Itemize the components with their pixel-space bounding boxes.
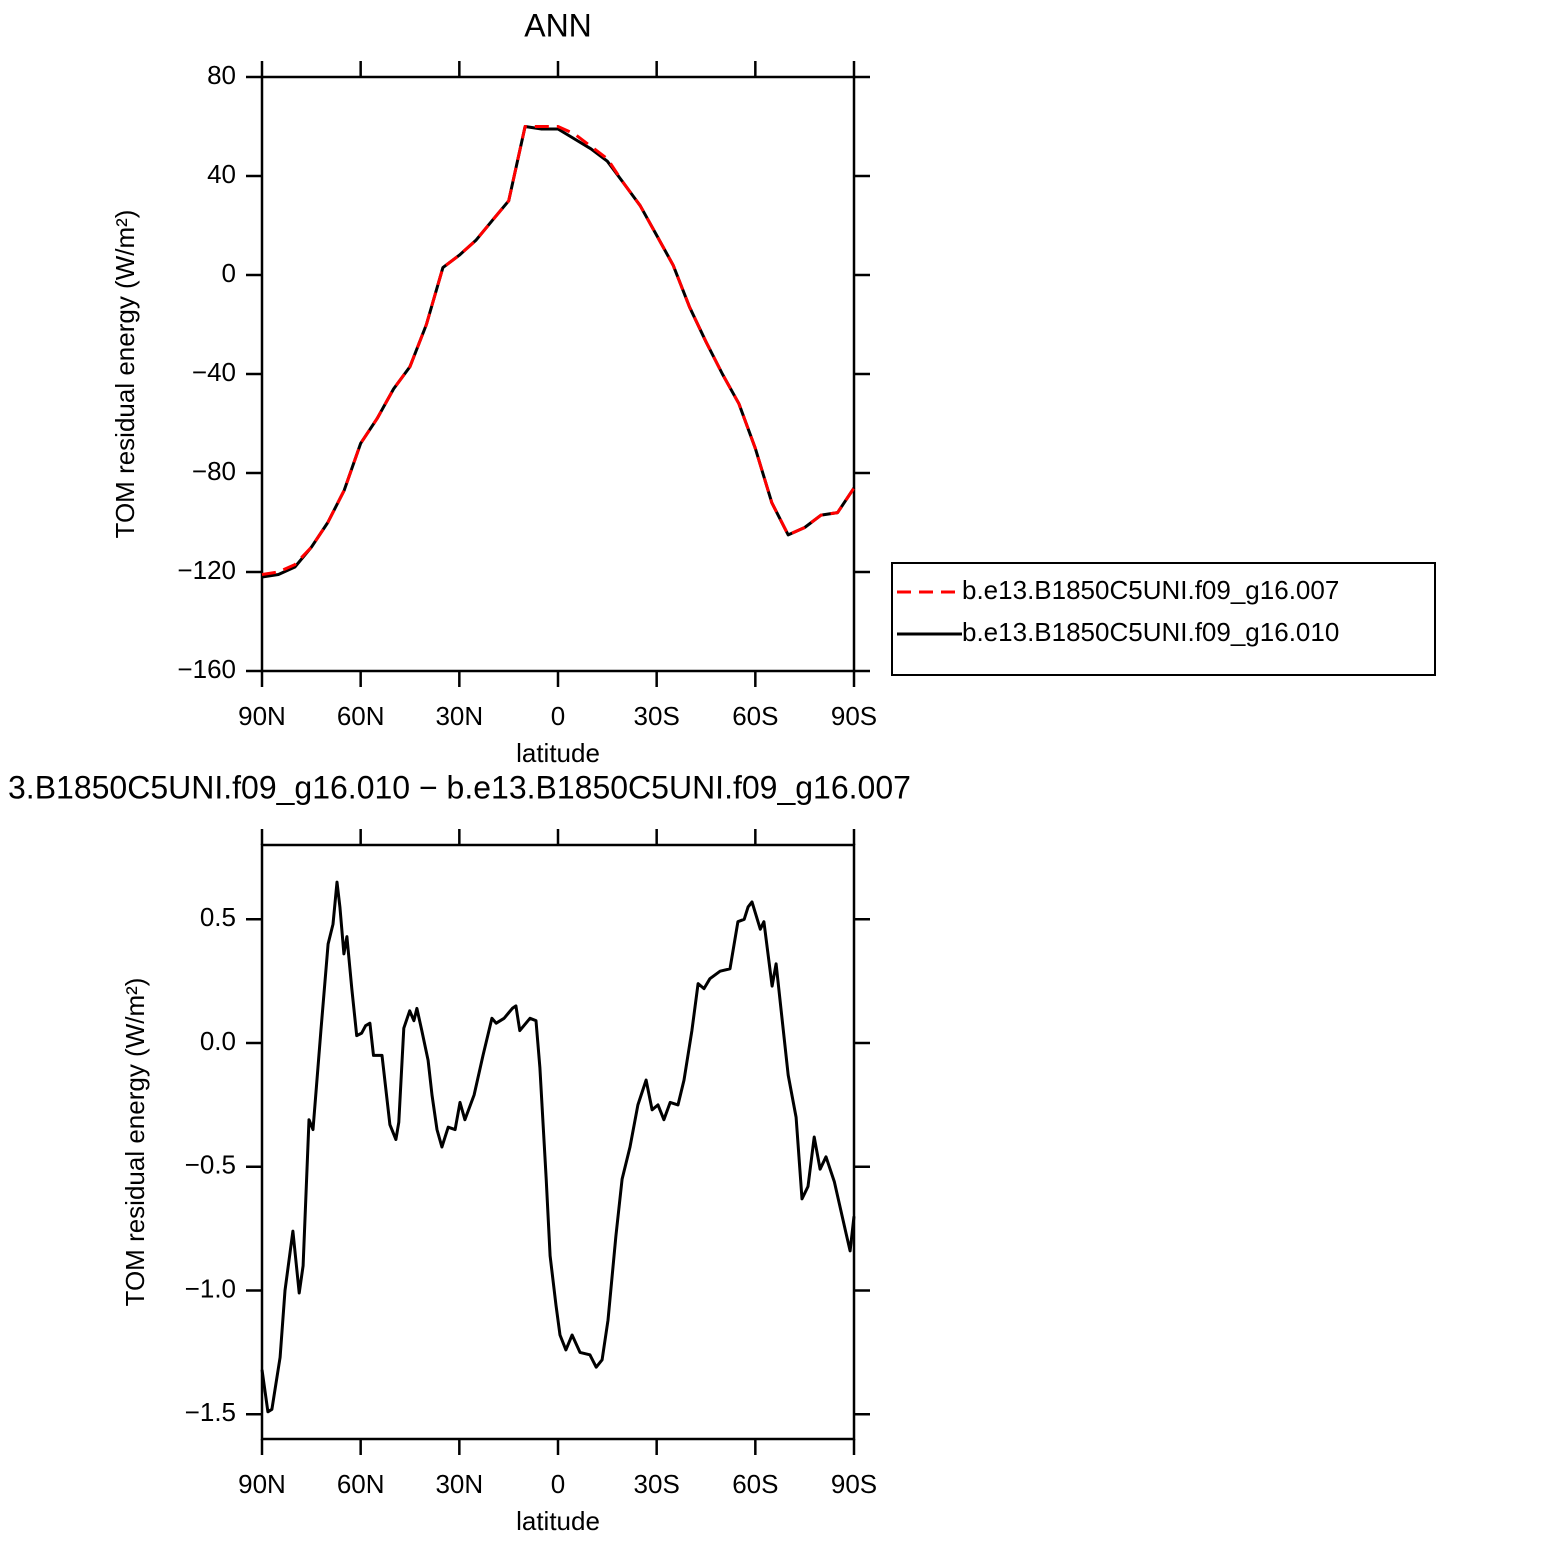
x-tick-label: 60N <box>337 701 385 731</box>
x-tick-label: 0 <box>551 1469 565 1499</box>
y-tick-label: −1.5 <box>185 1397 236 1427</box>
x-tick-label: 30S <box>634 1469 680 1499</box>
data-line <box>261 125 856 576</box>
x-tick-label: 90S <box>831 1469 877 1499</box>
x-tick-label: 90N <box>238 1469 286 1499</box>
y-axis-label: TOM residual energy (W/m²) <box>120 978 150 1307</box>
x-tick-label: 90N <box>238 701 286 731</box>
y-tick-label: 0.0 <box>200 1026 236 1056</box>
x-tick-label: 60S <box>732 701 778 731</box>
chart-title: 3.B1850C5UNI.f09_g16.010 − b.e13.B1850C5… <box>8 769 911 805</box>
x-tick-label: 30N <box>435 701 483 731</box>
y-tick-label: −80 <box>192 456 236 486</box>
y-tick-label: −40 <box>192 357 236 387</box>
data-line <box>261 125 856 579</box>
x-tick-label: 30N <box>435 1469 483 1499</box>
plot-frame <box>260 75 856 673</box>
y-tick-label: −0.5 <box>185 1150 236 1180</box>
x-tick-label: 60N <box>337 1469 385 1499</box>
y-tick-label: 0 <box>222 258 236 288</box>
y-tick-label: 0.5 <box>200 902 236 932</box>
y-tick-label: 40 <box>207 159 236 189</box>
data-line <box>260 880 856 1414</box>
y-tick-label: −1.0 <box>185 1273 236 1303</box>
x-tick-label: 60S <box>732 1469 778 1499</box>
x-axis-label: latitude <box>516 1506 600 1536</box>
legend-label: b.e13.B1850C5UNI.f09_g16.007 <box>962 575 1339 605</box>
y-tick-label: −160 <box>177 654 236 684</box>
legend-box <box>891 562 1436 676</box>
y-tick-label: −120 <box>177 555 236 585</box>
x-tick-label: 90S <box>831 701 877 731</box>
chart-title: ANN <box>524 7 592 43</box>
y-tick-label: 80 <box>207 60 236 90</box>
x-tick-label: 30S <box>634 701 680 731</box>
y-axis-label: TOM residual energy (W/m²) <box>110 210 140 539</box>
x-axis-label: latitude <box>516 738 600 768</box>
legend-label: b.e13.B1850C5UNI.f09_g16.010 <box>962 617 1339 647</box>
x-tick-label: 0 <box>551 701 565 731</box>
